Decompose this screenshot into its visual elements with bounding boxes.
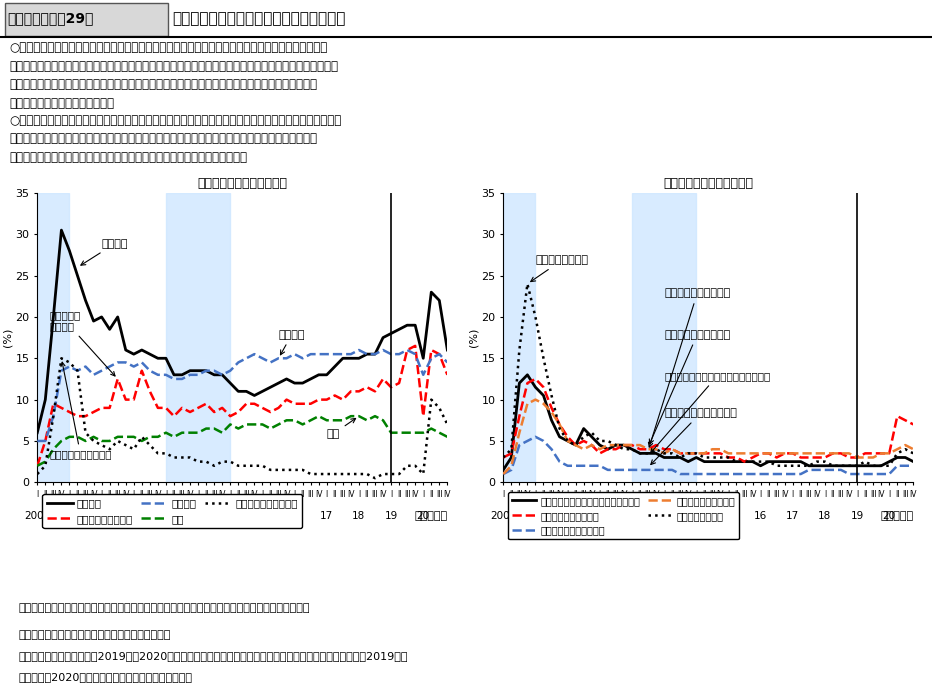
Bar bbox=[37, 193, 70, 482]
Bar bbox=[503, 193, 536, 482]
Title: 人員・賃金削減以外の調整: 人員・賃金削減以外の調整 bbox=[198, 177, 287, 190]
Text: 第１－（５）－29図: 第１－（５）－29図 bbox=[7, 11, 94, 25]
Text: 09: 09 bbox=[62, 511, 76, 522]
Text: 13: 13 bbox=[191, 511, 205, 522]
Text: （年・期）: （年・期） bbox=[880, 511, 913, 522]
Text: 18: 18 bbox=[818, 511, 831, 522]
Text: 賃金等労働費用の削減: 賃金等労働費用の削減 bbox=[649, 288, 731, 447]
Bar bbox=[632, 193, 696, 482]
Y-axis label: (%): (%) bbox=[3, 328, 13, 347]
Text: 19: 19 bbox=[384, 511, 398, 522]
Text: 2008: 2008 bbox=[490, 511, 516, 522]
Text: 18: 18 bbox=[352, 511, 365, 522]
Text: 臨時、パート等の再契約の停止・解雇: 臨時、パート等の再契約の停止・解雇 bbox=[651, 371, 771, 453]
Text: ○　雇用調整を実施した事業所のうち各雇用調整等の方法を実施した事業所の割合の推移をみると、
「残業規制」「配置転換」「一時休業（一時帰休）」等、人員・賃金削減以: ○ 雇用調整を実施した事業所のうち各雇用調整等の方法を実施した事業所の割合の推移… bbox=[9, 41, 338, 110]
Text: 雇用調整等の方法の実施事業所割合の推移: 雇用調整等の方法の実施事業所割合の推移 bbox=[172, 11, 346, 25]
Text: 希望退職者の募集、解雇: 希望退職者の募集、解雇 bbox=[651, 408, 737, 464]
Bar bbox=[5, 3, 168, 36]
Legend: 臨時、パート等の再契約の停止・解雇, 中途採用の削減・停止, 希望退職者の募集、解雇, 賃金等労働費用の削減, 派遣労働者の削減: 臨時、パート等の再契約の停止・解雇, 中途採用の削減・停止, 希望退職者の募集、… bbox=[508, 492, 739, 539]
Text: 残業規制: 残業規制 bbox=[81, 238, 128, 265]
Text: ２）本白書では、2019年～2020年の労働経済の動向を中心に分析を行うため、見やすさの観点から2019年と: ２）本白書では、2019年～2020年の労働経済の動向を中心に分析を行うため、見… bbox=[19, 651, 408, 661]
Text: 20: 20 bbox=[417, 511, 430, 522]
Legend: 残業規制, 休日・休暇の増加等, 配置転換, 出向, 一時休業（一時帰休）: 残業規制, 休日・休暇の増加等, 配置転換, 出向, 一時休業（一時帰休） bbox=[43, 495, 302, 528]
Text: 休日・休暇
の増加等: 休日・休暇 の増加等 bbox=[49, 310, 115, 376]
Title: 人員・賃金削減による調整: 人員・賃金削減による調整 bbox=[664, 177, 753, 190]
Text: （注）　１）グラフのシャドー部分は景気後退期。: （注） １）グラフのシャドー部分は景気後退期。 bbox=[19, 630, 171, 641]
Text: 配置転換: 配置転換 bbox=[279, 329, 305, 355]
Text: 14: 14 bbox=[224, 511, 237, 522]
Text: 17: 17 bbox=[786, 511, 800, 522]
Text: 12: 12 bbox=[625, 511, 638, 522]
Text: 10: 10 bbox=[561, 511, 574, 522]
Text: 13: 13 bbox=[657, 511, 671, 522]
Text: 20: 20 bbox=[883, 511, 896, 522]
Text: （年・期）: （年・期） bbox=[414, 511, 447, 522]
Text: 派遣労働者の削減: 派遣労働者の削減 bbox=[530, 255, 588, 282]
Text: 一時休業（一時帰休）: 一時休業（一時帰休） bbox=[49, 362, 112, 460]
Text: 17: 17 bbox=[320, 511, 334, 522]
Text: 出向: 出向 bbox=[327, 418, 356, 439]
Text: 19: 19 bbox=[850, 511, 864, 522]
Text: 12: 12 bbox=[159, 511, 172, 522]
Text: 16: 16 bbox=[754, 511, 767, 522]
Text: 11: 11 bbox=[593, 511, 607, 522]
Text: 15: 15 bbox=[255, 511, 269, 522]
Text: 16: 16 bbox=[288, 511, 301, 522]
Text: ○　一方で、「希望退職者の募集、解雇」「中途採用の削減停止」「賃金等労働費用の削減」等、人員・
賃金削減による雇用調整等については、感染拡大期にはこうした人員・: ○ 一方で、「希望退職者の募集、解雇」「中途採用の削減停止」「賃金等労働費用の削… bbox=[9, 114, 341, 164]
Text: 中途採用の削減・停止: 中途採用の削減・停止 bbox=[650, 329, 731, 444]
Bar bbox=[166, 193, 230, 482]
Text: 14: 14 bbox=[690, 511, 703, 522]
Text: 資料出所　厚生労働省「労働経済動向調査」をもとに厚生労働省政策統括官付政策統括室にて作成: 資料出所 厚生労働省「労働経済動向調査」をもとに厚生労働省政策統括官付政策統括室… bbox=[19, 603, 310, 613]
Text: 2008: 2008 bbox=[24, 511, 50, 522]
Text: 09: 09 bbox=[528, 511, 542, 522]
Text: 10: 10 bbox=[95, 511, 108, 522]
Text: 11: 11 bbox=[127, 511, 141, 522]
Text: 2020年の年の区切りに実線を入れている。: 2020年の年の区切りに実線を入れている。 bbox=[19, 672, 193, 682]
Y-axis label: (%): (%) bbox=[469, 328, 479, 347]
Text: 15: 15 bbox=[721, 511, 735, 522]
